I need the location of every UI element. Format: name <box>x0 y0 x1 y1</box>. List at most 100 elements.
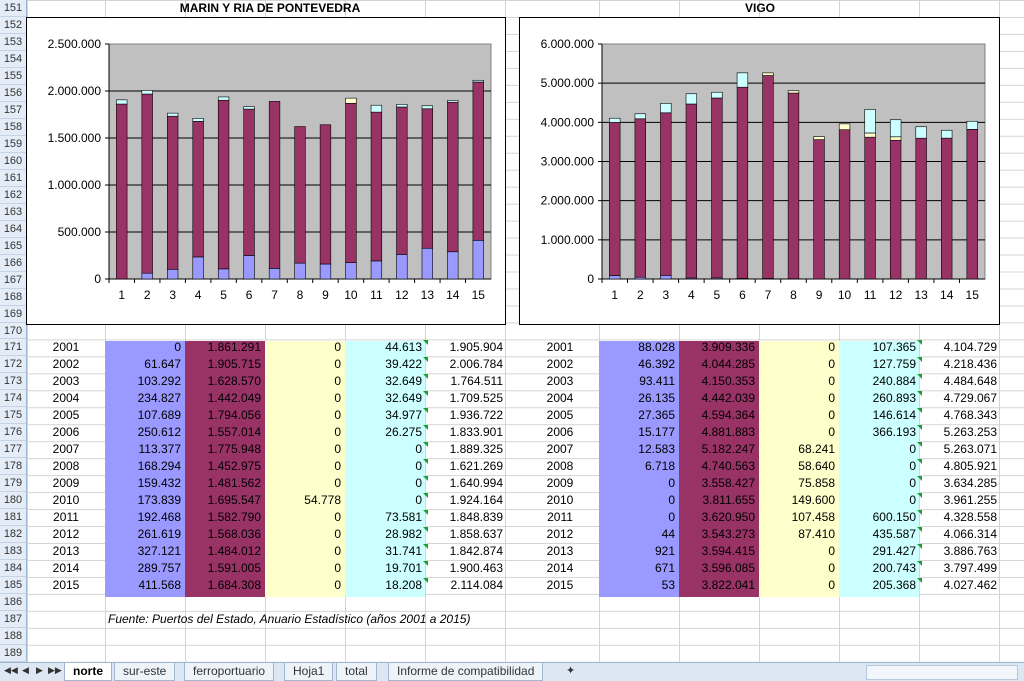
table-right-cell[interactable]: 4.104.729 <box>922 340 997 356</box>
table-right-cell[interactable]: 3.543.273 <box>679 527 755 543</box>
table-left-cell[interactable]: 1.442.049 <box>185 391 261 407</box>
table-left-cell[interactable]: 168.294 <box>105 459 181 475</box>
table-left-cell[interactable]: 2012 <box>34 527 98 543</box>
table-right-cell[interactable]: 0 <box>759 425 835 441</box>
table-left-cell[interactable]: 1.900.463 <box>428 561 503 577</box>
row-number[interactable]: 170 <box>0 323 26 340</box>
table-left-cell[interactable]: 0 <box>265 442 341 458</box>
next-sheet-icon[interactable]: ▶ <box>36 665 43 676</box>
table-right-cell[interactable]: 921 <box>599 544 675 560</box>
sheet-tab-ferroportuario[interactable]: ferroportuario <box>184 663 274 681</box>
table-left-cell[interactable]: 0 <box>265 561 341 577</box>
table-right-cell[interactable]: 4.328.558 <box>922 510 997 526</box>
table-left-cell[interactable]: 2001 <box>34 340 98 356</box>
table-right-cell[interactable]: 4.442.039 <box>679 391 755 407</box>
table-right-cell[interactable]: 107.458 <box>759 510 835 526</box>
row-number[interactable]: 172 <box>0 356 26 373</box>
row-number[interactable]: 189 <box>0 645 26 662</box>
table-left-cell[interactable]: 1.842.874 <box>428 544 503 560</box>
table-left-cell[interactable]: 0 <box>265 357 341 373</box>
table-left-cell[interactable]: 28.982 <box>345 527 422 543</box>
sheet-tab-norte[interactable]: norte <box>64 663 112 681</box>
table-right-cell[interactable]: 127.759 <box>839 357 916 373</box>
table-left-cell[interactable]: 0 <box>345 476 422 492</box>
row-number[interactable]: 182 <box>0 526 26 543</box>
table-left-cell[interactable]: 2.114.084 <box>428 578 503 594</box>
row-number[interactable]: 188 <box>0 628 26 645</box>
table-left-cell[interactable]: 327.121 <box>105 544 181 560</box>
table-right-cell[interactable]: 3.596.085 <box>679 561 755 577</box>
table-left-cell[interactable]: 1.794.056 <box>185 408 261 424</box>
table-left-cell[interactable]: 289.757 <box>105 561 181 577</box>
table-left-cell[interactable]: 1.591.005 <box>185 561 261 577</box>
table-left-cell[interactable]: 0 <box>345 459 422 475</box>
row-number[interactable]: 174 <box>0 390 26 407</box>
table-right-cell[interactable]: 3.797.499 <box>922 561 997 577</box>
row-number[interactable]: 157 <box>0 102 26 119</box>
sheet-tab-informe-de-compatibilidad[interactable]: Informe de compatibilidad <box>388 663 543 681</box>
row-number[interactable]: 155 <box>0 68 26 85</box>
table-left-cell[interactable]: 1.936.722 <box>428 408 503 424</box>
table-left-cell[interactable]: 2004 <box>34 391 98 407</box>
table-left-cell[interactable]: 2011 <box>34 510 98 526</box>
table-left-cell[interactable]: 0 <box>265 578 341 594</box>
table-left-cell[interactable]: 1.481.562 <box>185 476 261 492</box>
row-number[interactable]: 153 <box>0 34 26 51</box>
row-number[interactable]: 151 <box>0 0 26 17</box>
table-right-cell[interactable]: 0 <box>759 578 835 594</box>
table-left-cell[interactable]: 0 <box>265 340 341 356</box>
table-left-cell[interactable]: 1.833.901 <box>428 425 503 441</box>
prev-sheet-icon[interactable]: ◀ <box>22 665 29 676</box>
table-right-cell[interactable]: 12.583 <box>599 442 675 458</box>
table-left-cell[interactable]: 0 <box>265 527 341 543</box>
table-left-cell[interactable]: 1.582.790 <box>185 510 261 526</box>
table-left-cell[interactable]: 0 <box>265 510 341 526</box>
row-number[interactable]: 162 <box>0 187 26 204</box>
table-right-cell[interactable]: 4.729.067 <box>922 391 997 407</box>
row-number[interactable]: 152 <box>0 17 26 34</box>
table-left-cell[interactable]: 1.621.269 <box>428 459 503 475</box>
table-right-cell[interactable]: 5.263.253 <box>922 425 997 441</box>
row-number[interactable]: 167 <box>0 272 26 289</box>
table-left-cell[interactable]: 159.432 <box>105 476 181 492</box>
table-left-cell[interactable]: 2010 <box>34 493 98 509</box>
table-right-cell[interactable]: 3.634.285 <box>922 476 997 492</box>
table-left-cell[interactable]: 2009 <box>34 476 98 492</box>
table-right-cell[interactable]: 26.135 <box>599 391 675 407</box>
row-number[interactable]: 165 <box>0 238 26 255</box>
table-right-cell[interactable]: 4.066.314 <box>922 527 997 543</box>
table-right-cell[interactable]: 4.805.921 <box>922 459 997 475</box>
table-right-cell[interactable]: 2002 <box>525 357 595 373</box>
table-left-cell[interactable]: 261.619 <box>105 527 181 543</box>
table-right-cell[interactable]: 3.594.415 <box>679 544 755 560</box>
table-left-cell[interactable]: 2003 <box>34 374 98 390</box>
table-right-cell[interactable]: 2010 <box>525 493 595 509</box>
table-left-cell[interactable]: 1.858.637 <box>428 527 503 543</box>
row-number[interactable]: 186 <box>0 594 26 611</box>
table-left-cell[interactable]: 2014 <box>34 561 98 577</box>
table-left-cell[interactable]: 39.422 <box>345 357 422 373</box>
table-left-cell[interactable]: 250.612 <box>105 425 181 441</box>
table-right-cell[interactable]: 2015 <box>525 578 595 594</box>
table-left-cell[interactable]: 0 <box>265 374 341 390</box>
row-number[interactable]: 178 <box>0 458 26 475</box>
table-right-cell[interactable]: 0 <box>759 374 835 390</box>
table-right-cell[interactable]: 46.392 <box>599 357 675 373</box>
table-right-cell[interactable]: 2007 <box>525 442 595 458</box>
table-right-cell[interactable]: 3.886.763 <box>922 544 997 560</box>
last-sheet-icon[interactable]: ▶▶ <box>48 665 62 676</box>
table-left-cell[interactable]: 2002 <box>34 357 98 373</box>
table-right-cell[interactable]: 435.587 <box>839 527 916 543</box>
table-right-cell[interactable]: 3.822.041 <box>679 578 755 594</box>
row-number[interactable]: 181 <box>0 509 26 526</box>
table-left-cell[interactable]: 1.568.036 <box>185 527 261 543</box>
row-number[interactable]: 180 <box>0 492 26 509</box>
table-right-cell[interactable]: 0 <box>599 510 675 526</box>
row-number[interactable]: 168 <box>0 289 26 306</box>
table-right-cell[interactable]: 146.614 <box>839 408 916 424</box>
table-left-cell[interactable]: 2006 <box>34 425 98 441</box>
sheet-tab-total[interactable]: total <box>336 663 377 681</box>
table-right-cell[interactable]: 87.410 <box>759 527 835 543</box>
